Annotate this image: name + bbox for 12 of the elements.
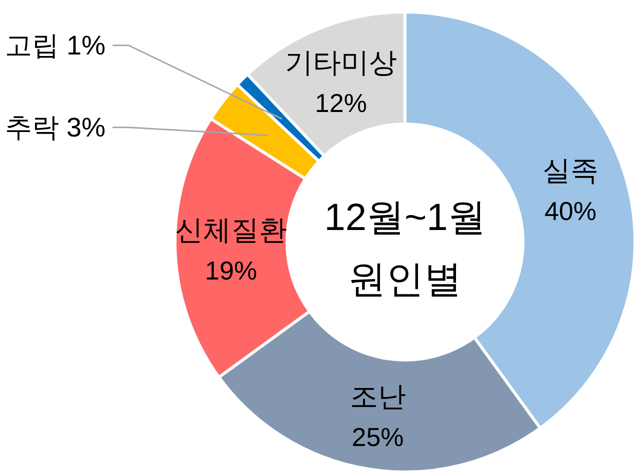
slice-label: 신체질환 xyxy=(175,214,288,246)
slice-label: 실족 xyxy=(542,155,598,186)
slice-label: 추락 3% xyxy=(5,112,106,142)
slice-label: 고립 1% xyxy=(5,30,106,60)
data-label: 25% xyxy=(352,422,404,452)
data-label: 12% xyxy=(314,88,367,118)
data-label: 40% xyxy=(544,196,597,226)
text: 원인별 xyxy=(348,259,462,301)
slice-label: 기타미상 xyxy=(284,47,397,78)
text: 12월~1월 xyxy=(324,197,486,239)
data-label: 19% xyxy=(205,255,258,286)
slice-label: 조난 xyxy=(350,380,406,412)
